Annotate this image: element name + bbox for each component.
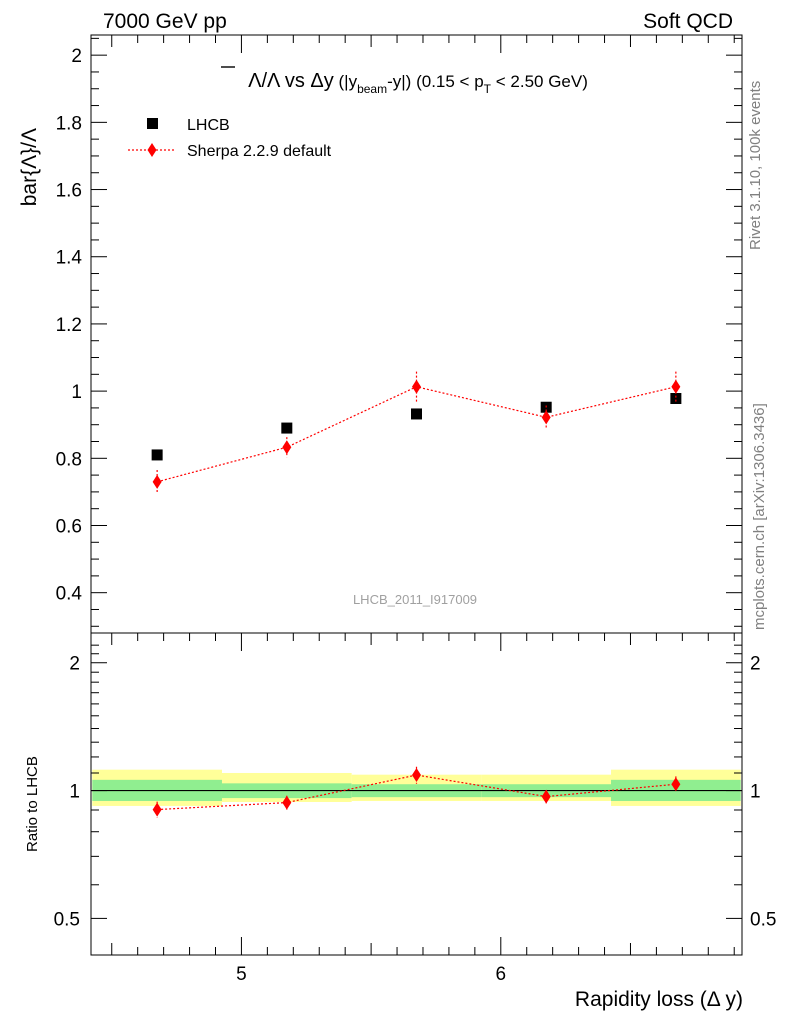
- main-y-tick-label: 0.4: [56, 584, 83, 605]
- ratio-y-tick-label-right: 0.5: [750, 909, 776, 930]
- main-y-tick-label: 1.2: [56, 315, 82, 336]
- x-tick-label: 6: [496, 964, 507, 985]
- sherpa-point: [152, 474, 162, 489]
- main-series: [151, 371, 682, 494]
- sherpa-point: [282, 440, 292, 455]
- main-y-axis-label: bar{Λ}/Λ: [18, 128, 41, 206]
- main-title: Λ/Λ vs Δy (|ybeam-y|) (0.15 < pT < 2.50 …: [248, 70, 588, 96]
- legend-lhcb-label: LHCB: [187, 117, 230, 134]
- ratio-sherpa-line: [157, 774, 676, 811]
- mcplots-label: mcplots.cern.ch [arXiv:1306.3436]: [751, 403, 768, 630]
- ratio-y-tick-label: 2: [69, 654, 80, 675]
- legend: LHCB Sherpa 2.2.9 default: [128, 117, 332, 160]
- lhcb-point: [281, 422, 293, 434]
- main-y-ticks: 0.4 0.6 0.8 1 1.2 1.4 1.6 1.8 2: [56, 37, 742, 627]
- title-sub-t: T: [484, 82, 492, 96]
- ratio-y-tick-label: 0.5: [54, 909, 80, 930]
- title-paren-close: -y|): [387, 72, 411, 91]
- x-axis-label: Rapidity loss (Δ y): [575, 988, 743, 1011]
- ratio-y-axis-label: Ratio to LHCB: [24, 756, 41, 852]
- sherpa-point: [412, 379, 421, 394]
- main-y-tick-label: 0.8: [56, 449, 82, 470]
- ratio-bands: [91, 769, 742, 806]
- main-y-tick-label: 1: [71, 382, 82, 403]
- legend-lhcb-marker: [147, 118, 158, 129]
- lhcb-point: [411, 408, 422, 420]
- ratio-y-tick-label: 1: [69, 782, 80, 803]
- main-panel: Λ/Λ vs Δy (|ybeam-y|) (0.15 < pT < 2.50 …: [18, 34, 743, 634]
- ratio-y-tick-label-right: 2: [750, 654, 761, 675]
- title-paren-open: (|y: [334, 72, 358, 91]
- title-ratio: Λ/Λ: [248, 70, 281, 92]
- ratio-y-ticks: 0.5 0.5 1 1 2 2: [54, 644, 776, 930]
- main-y-tick-label: 0.6: [56, 516, 82, 537]
- main-y-tick-label: 2: [71, 46, 82, 67]
- rivet-label: Rivet 3.1.10, 100k events: [747, 81, 764, 250]
- title-var: Δy: [310, 70, 333, 92]
- header-right-label: Soft QCD: [643, 10, 733, 33]
- main-y-tick-label: 1.4: [56, 248, 83, 269]
- legend-sherpa-label: Sherpa 2.2.9 default: [187, 143, 332, 160]
- lhcb-point: [151, 449, 163, 461]
- main-y-tick-label: 1.8: [56, 113, 82, 134]
- sherpa-point: [541, 410, 551, 425]
- ratio-series: [152, 766, 681, 818]
- ratio-sherpa-point: [152, 802, 162, 817]
- ratio-sherpa-point: [412, 768, 421, 783]
- title-range-b: < 2.50 GeV): [491, 72, 588, 91]
- analysis-watermark: LHCB_2011_I917009: [353, 592, 477, 607]
- title-sub-beam: beam: [357, 82, 387, 96]
- sherpa-point: [671, 379, 681, 394]
- title-range-a: (0.15 < p: [411, 72, 483, 91]
- ratio-plot-frame: [90, 632, 743, 956]
- ratio-sherpa-point: [541, 789, 551, 804]
- ratio-y-tick-label-right: 1: [750, 782, 761, 803]
- title-vs: vs: [279, 70, 310, 92]
- legend-sherpa-marker: [147, 143, 157, 157]
- main-y-tick-label: 1.6: [56, 181, 82, 202]
- x-tick-label: 5: [236, 964, 247, 985]
- ratio-sherpa-point: [671, 777, 681, 792]
- lhcb-point: [670, 393, 682, 405]
- ratio-sherpa-point: [282, 795, 292, 810]
- header-left-label: 7000 GeV pp: [103, 10, 227, 33]
